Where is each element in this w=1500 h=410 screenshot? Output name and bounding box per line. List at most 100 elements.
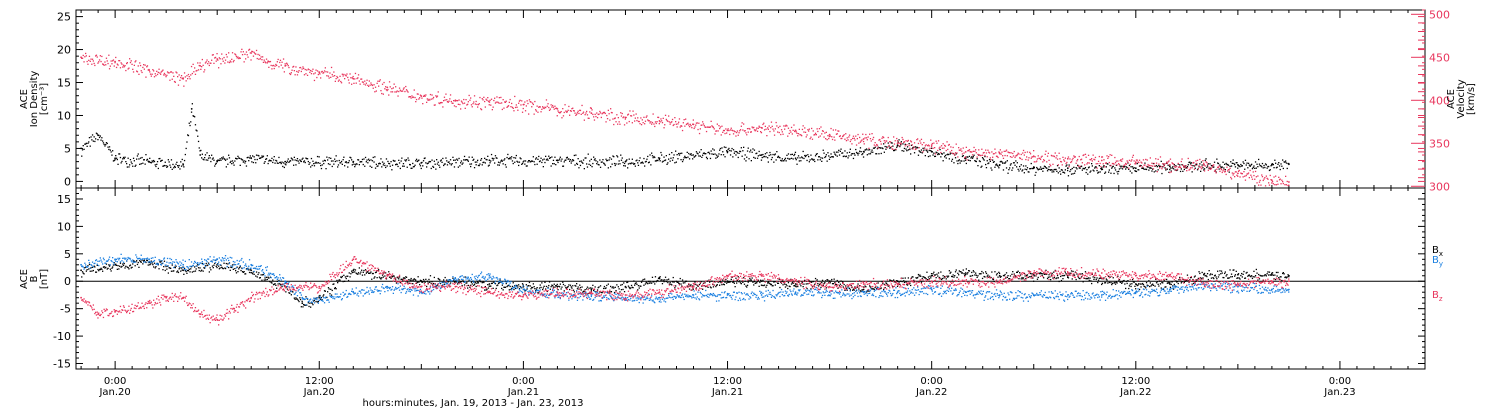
density-point xyxy=(582,159,585,161)
velocity-point xyxy=(756,130,759,132)
velocity-point xyxy=(748,127,750,130)
density-point xyxy=(561,158,563,160)
density-point xyxy=(638,160,640,162)
density-point xyxy=(453,166,456,168)
bx-point xyxy=(565,287,567,289)
velocity-point xyxy=(961,153,964,155)
density-point xyxy=(293,164,295,166)
density-point xyxy=(995,163,998,165)
velocity-point xyxy=(1091,160,1093,162)
velocity-point xyxy=(519,99,521,101)
bx-point xyxy=(896,285,899,287)
velocity-point xyxy=(1077,165,1080,167)
velocity-point xyxy=(549,108,551,110)
density-point xyxy=(546,158,548,160)
velocity-point xyxy=(533,113,535,115)
density-point xyxy=(528,160,531,162)
velocity-point xyxy=(613,123,615,126)
density-point xyxy=(162,165,164,167)
velocity-point xyxy=(993,153,995,155)
density-point xyxy=(210,160,212,163)
bx-point xyxy=(488,285,490,287)
density-point xyxy=(1285,160,1287,162)
density-point xyxy=(552,163,554,165)
velocity-point xyxy=(289,72,291,75)
bx-point xyxy=(591,287,593,289)
velocity-point xyxy=(817,130,819,133)
density-point xyxy=(756,157,759,159)
bx-point xyxy=(678,282,680,284)
velocity-point xyxy=(837,130,839,132)
bx-point xyxy=(603,285,606,288)
velocity-point xyxy=(323,71,325,74)
density-point xyxy=(830,153,832,155)
bx-point xyxy=(670,283,672,285)
density-point xyxy=(975,160,977,162)
bx-point xyxy=(276,280,278,282)
velocity-point xyxy=(363,83,365,85)
density-point xyxy=(752,148,754,150)
density-point xyxy=(90,136,92,138)
density-marker xyxy=(250,157,253,160)
bx-point xyxy=(589,292,591,294)
velocity-point xyxy=(801,135,803,137)
velocity-point xyxy=(313,73,315,75)
density-point xyxy=(795,159,797,161)
density-point xyxy=(142,162,144,164)
bx-point xyxy=(709,281,711,283)
density-point xyxy=(1036,168,1039,170)
bx-point xyxy=(669,282,671,284)
velocity-point xyxy=(353,82,355,84)
bx-point xyxy=(752,281,754,283)
velocity-point xyxy=(771,125,773,127)
bx-point xyxy=(106,268,108,270)
density-point xyxy=(356,163,358,165)
velocity-point xyxy=(1261,174,1263,176)
density-point xyxy=(207,159,209,161)
density-point xyxy=(777,155,780,157)
density-point xyxy=(1275,167,1278,169)
bx-point xyxy=(290,294,292,296)
velocity-point xyxy=(956,152,958,154)
density-point xyxy=(889,147,891,149)
density-point xyxy=(179,168,181,170)
velocity-point xyxy=(729,133,731,136)
velocity-point xyxy=(726,132,728,134)
density-point xyxy=(480,159,482,161)
velocity-point xyxy=(1059,158,1061,160)
velocity-point xyxy=(637,120,640,123)
bx-point xyxy=(583,290,585,292)
density-point xyxy=(1034,174,1036,176)
velocity-point xyxy=(1036,160,1038,162)
velocity-point xyxy=(795,131,797,133)
density-point xyxy=(270,160,272,162)
bx-point xyxy=(258,272,260,274)
density-point xyxy=(265,158,267,160)
bx-point xyxy=(497,282,500,284)
velocity-point xyxy=(627,114,629,116)
bx-point xyxy=(283,285,285,287)
bx-point xyxy=(629,287,631,290)
density-point xyxy=(842,155,844,158)
velocity-point xyxy=(1269,174,1271,177)
velocity-point xyxy=(811,127,813,130)
bx-point xyxy=(1062,278,1064,280)
velocity-point xyxy=(188,76,190,78)
density-point xyxy=(1070,169,1072,171)
bx-point xyxy=(678,283,681,285)
velocity-point xyxy=(1176,168,1179,170)
velocity-point xyxy=(518,100,521,102)
density-point xyxy=(273,156,275,158)
density-point xyxy=(1102,166,1104,168)
velocity-point xyxy=(920,142,922,144)
bx-point xyxy=(675,285,677,287)
bx-point xyxy=(481,282,483,284)
density-point xyxy=(1037,169,1039,171)
density-point xyxy=(633,163,635,165)
bx-point xyxy=(958,270,960,272)
density-point xyxy=(736,151,738,153)
bx-point xyxy=(355,272,357,274)
density-point xyxy=(280,162,282,165)
bx-point xyxy=(1031,273,1033,275)
velocity-point xyxy=(664,114,667,116)
